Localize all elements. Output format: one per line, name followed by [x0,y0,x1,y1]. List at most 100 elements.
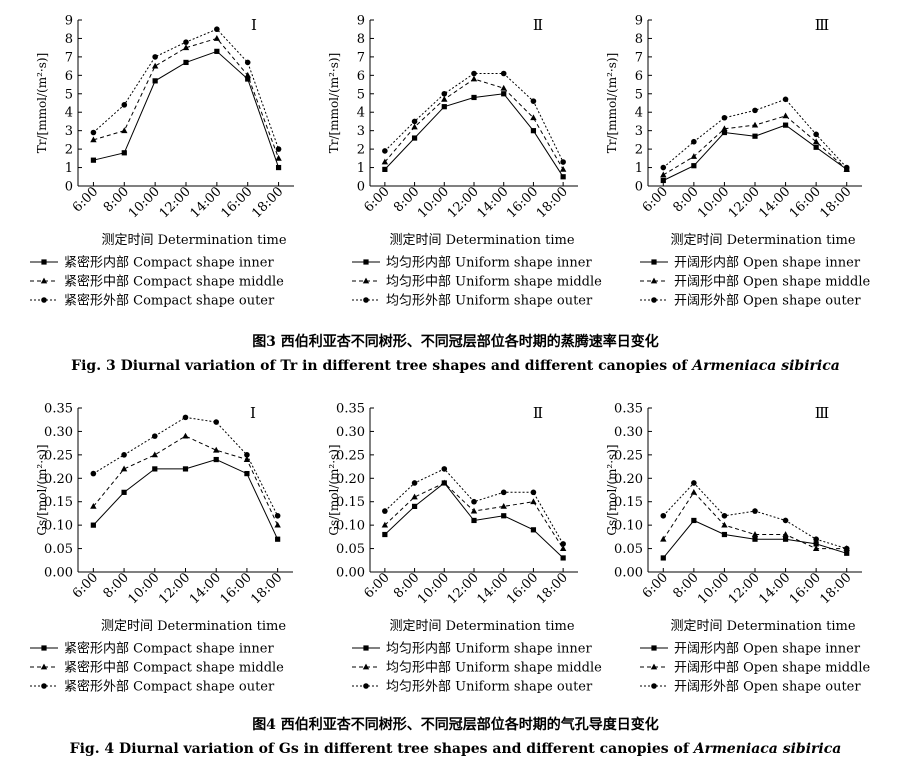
y-tick-label: 3 [635,124,643,139]
data-point [782,96,789,103]
series-line-1 [384,93,564,178]
data-point [470,507,478,514]
data-point [782,112,789,119]
y-axis-title: Tr/[mmol/(m²·s)] [327,53,341,154]
data-point [243,456,251,462]
y-tick-label: 0.05 [614,542,643,557]
data-point [691,163,697,169]
x-axis-title: 测定时间 Determination time [389,233,574,248]
x-tick-label: 16:00 [504,570,541,607]
y-axis-title: Gs/[mol/(m²·s)] [605,444,619,535]
y-tick-label: 0.25 [614,448,643,463]
data-point [843,164,850,171]
data-point [501,91,507,97]
data-point [90,503,97,509]
data-point [441,104,447,110]
data-point [751,121,759,128]
chart-panel-2: 01234567896:008:0010:0012:0014:0016:0018… [327,14,578,248]
data-point [152,78,158,84]
y-axis-title: Gs/[mol/(m²·s)] [35,444,49,535]
fig4-caption-en-text: Fig. 4 Diurnal variation of Gs in differ… [69,741,694,757]
data-point [843,545,850,552]
x-tick-label: 18:00 [248,570,285,607]
data-point [382,508,388,514]
data-point [501,513,507,519]
data-point [214,48,220,54]
data-point [213,456,219,463]
data-point [752,133,758,139]
data-point [441,95,448,102]
y-tick-label: 2 [357,143,365,158]
data-point [411,135,418,141]
data-point [559,545,567,551]
data-point [691,517,697,524]
data-point [90,470,97,477]
x-tick-label: 18:00 [534,184,571,221]
data-point [559,166,567,172]
x-tick-label: 6:00 [70,184,101,215]
data-point [813,536,819,542]
data-point [813,131,819,138]
x-tick-label: 14:00 [474,570,511,607]
x-tick-label: 10:00 [695,184,732,221]
legend-label: 紧密形中部 Compact shape middle [64,660,284,676]
data-point [244,59,251,66]
data-point [382,148,388,154]
data-point [274,521,281,528]
x-axis-title: 测定时间 Determination time [101,619,286,634]
y-tick-label: 0.10 [614,519,643,534]
data-point [660,535,667,542]
y-tick-label: 0 [65,180,73,195]
y-tick-label: 0.35 [336,402,365,417]
legend-label: 开阔形内部 Open shape inner [674,641,861,657]
y-tick-label: 6 [635,69,643,84]
data-point [275,146,282,152]
data-point [752,107,758,114]
x-tick-label: 16:00 [218,570,255,607]
fig3-caption-species: Armeniaca sibirica [692,358,840,374]
x-tick-label: 6:00 [361,570,392,601]
legend-label: 开阔形内部 Open shape inner [674,255,861,271]
x-tick-label: 14:00 [474,184,511,221]
legend-marker [363,645,369,651]
data-point [90,522,96,528]
legend-marker [40,663,48,670]
data-point [530,128,537,134]
data-point [411,118,418,125]
data-point [500,489,507,496]
legend-label: 紧密形内部 Compact shape inner [64,255,274,271]
panel-label: Ⅱ [533,404,543,422]
data-point [690,488,698,495]
y-tick-label: 0.25 [44,448,73,463]
y-tick-label: 5 [65,87,73,102]
data-point [182,414,189,421]
data-point [382,531,388,538]
fig4-caption-en: Fig. 4 Diurnal variation of Gs in differ… [0,741,911,757]
legend-label: 开阔形中部 Open shape middle [674,275,871,290]
y-axis-title: Gs/[mol/(m²·s)] [327,444,341,535]
x-tick-label: 18:00 [817,570,854,607]
x-tick-label: 6:00 [640,570,671,601]
y-tick-label: 4 [65,106,73,121]
x-tick-label: 12:00 [726,570,763,607]
y-tick-label: 3 [357,124,365,139]
fig3-caption-en: Fig. 3 Diurnal variation of Tr in differ… [0,358,911,374]
data-point [560,541,566,547]
data-point [121,489,127,495]
data-point [121,127,128,134]
data-point [560,555,566,561]
data-point [152,466,158,472]
y-tick-label: 0.20 [44,472,73,487]
data-point [500,70,507,77]
data-point [721,531,728,538]
x-tick-label: 12:00 [157,184,194,221]
x-tick-label: 18:00 [817,184,854,221]
data-point [121,452,127,458]
data-point [812,545,820,551]
y-tick-label: 3 [65,124,73,139]
x-tick-label: 14:00 [756,570,793,607]
legend-label: 均匀形内部 Uniform shape inner [386,641,592,657]
y-tick-label: 0.05 [44,542,73,557]
